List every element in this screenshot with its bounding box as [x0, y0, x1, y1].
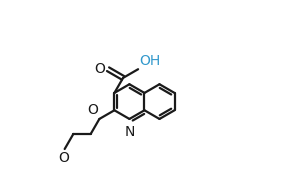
Text: OH: OH [139, 54, 160, 68]
Text: O: O [94, 62, 105, 76]
Text: O: O [87, 103, 98, 117]
Text: N: N [124, 125, 135, 139]
Text: O: O [58, 151, 69, 165]
